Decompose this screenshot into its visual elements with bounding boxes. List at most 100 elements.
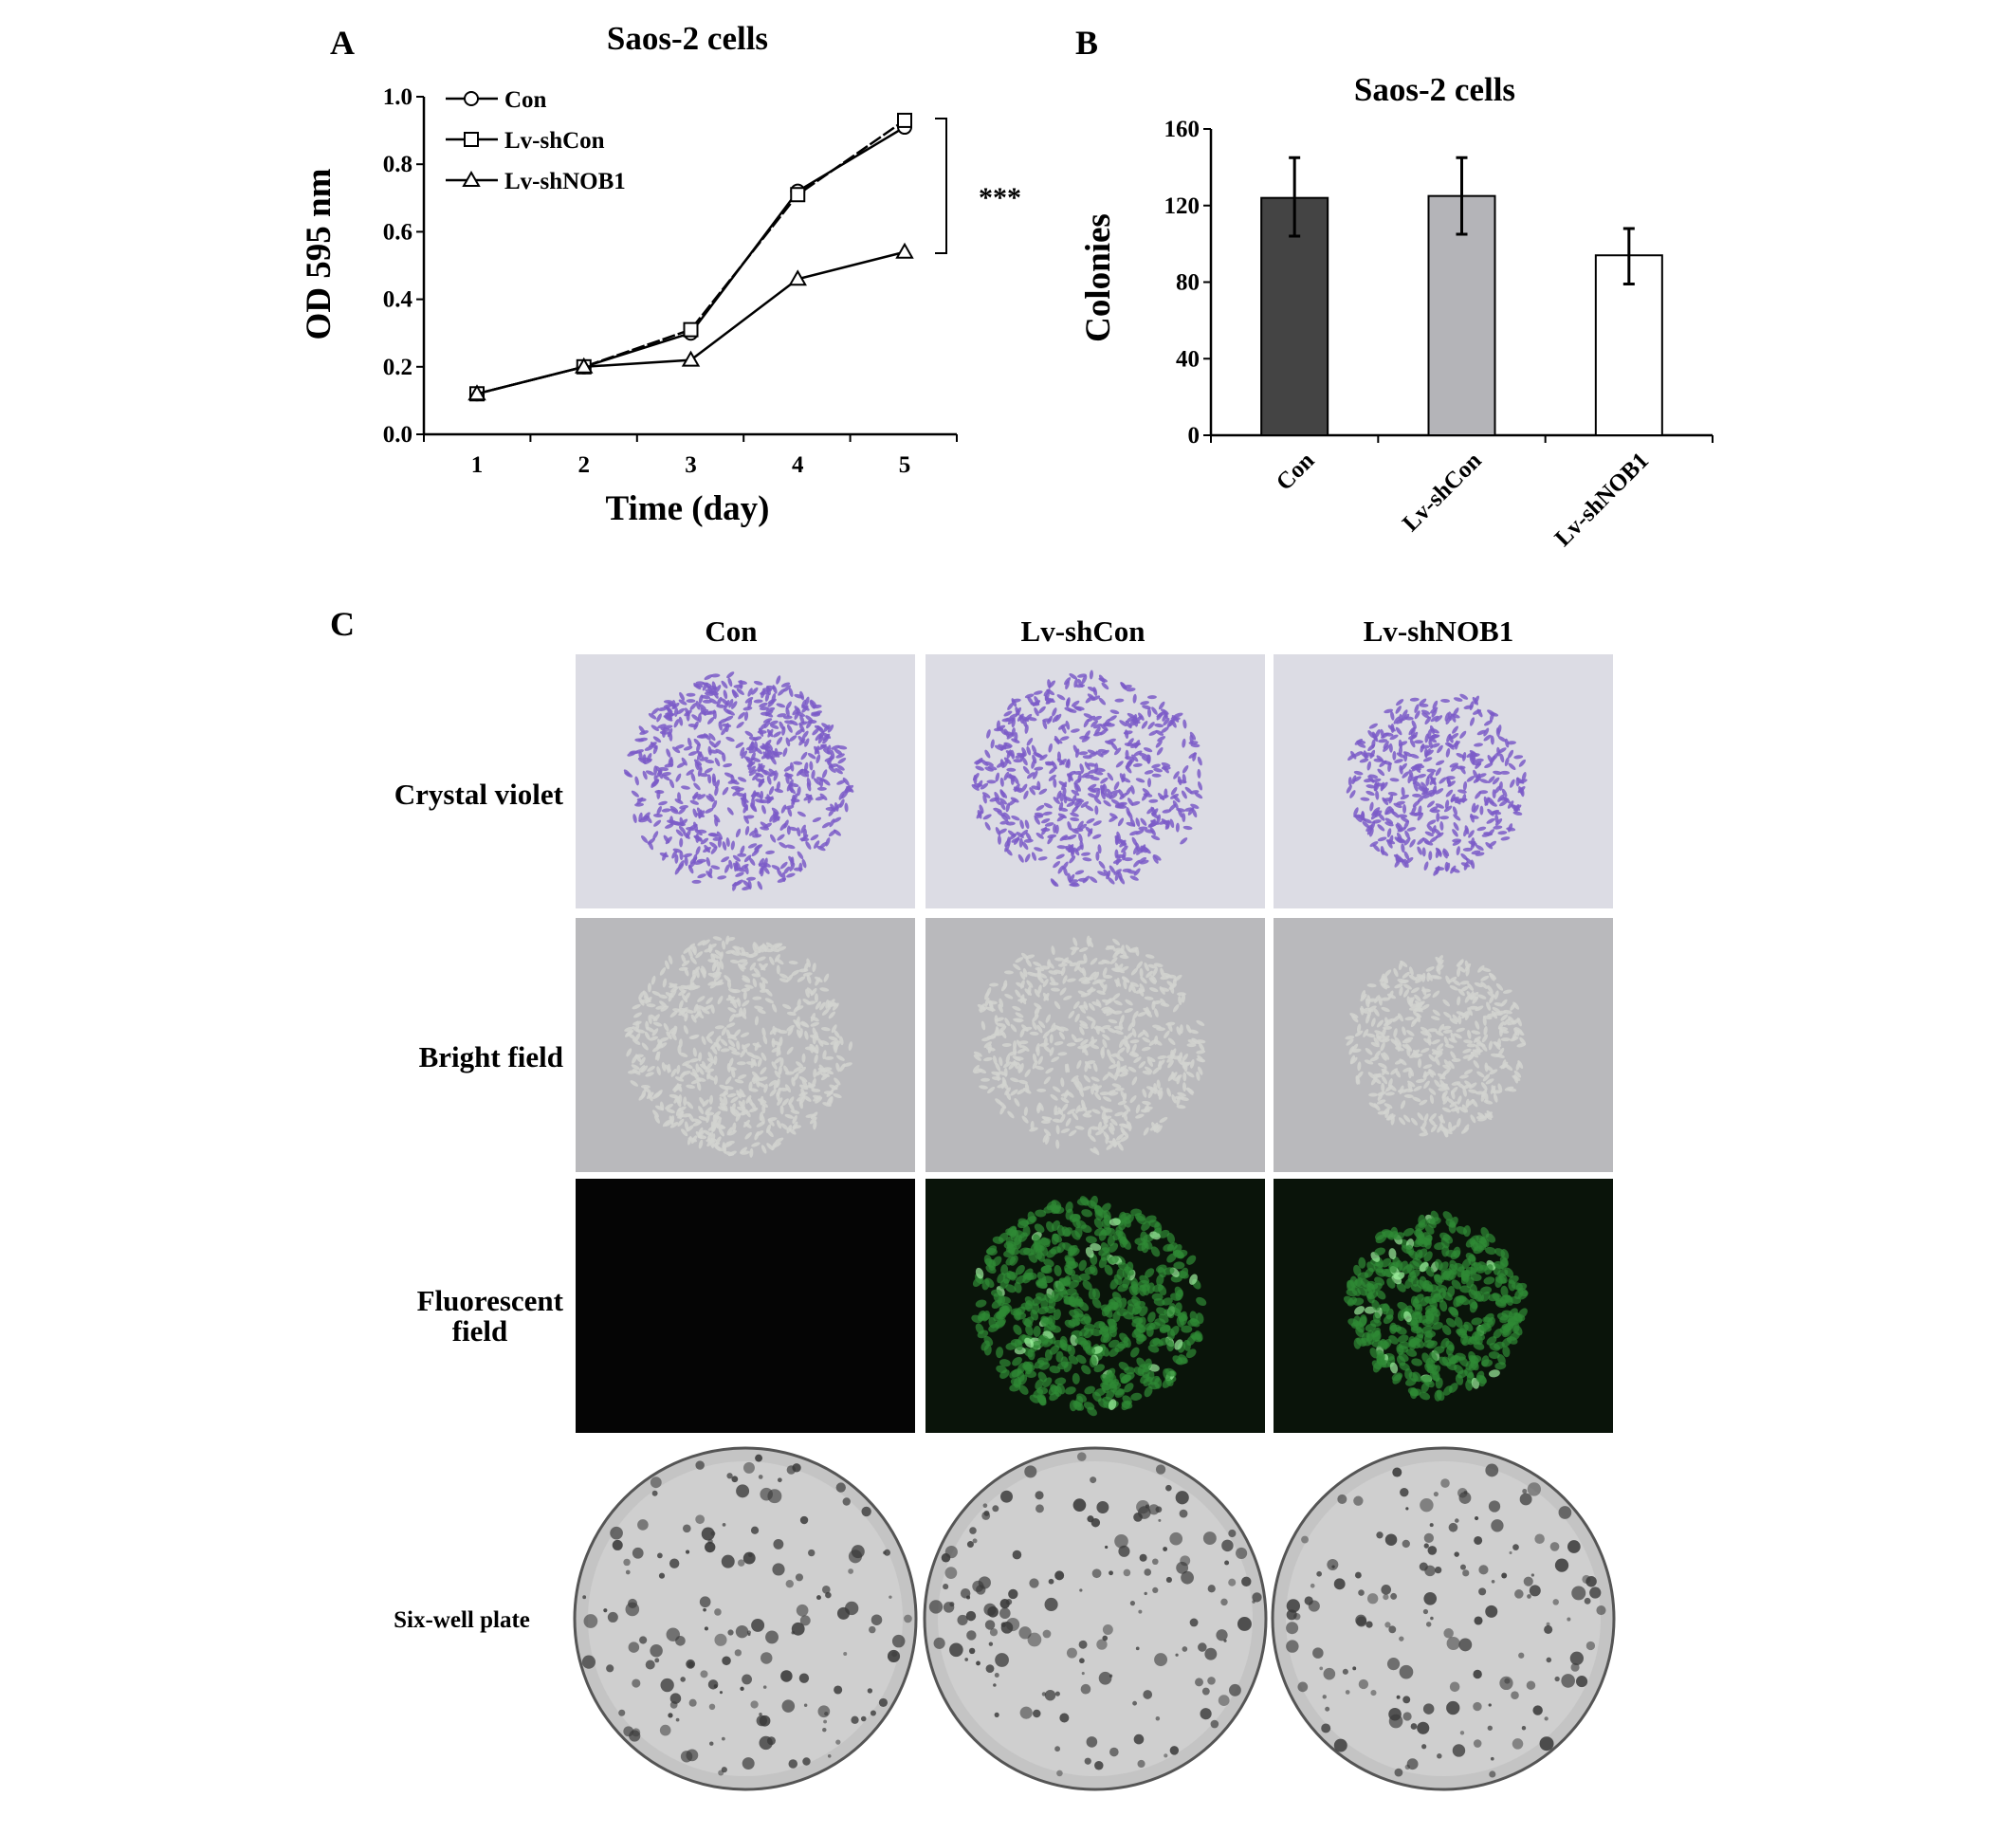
cell: [1459, 981, 1470, 985]
cell: [1024, 819, 1030, 830]
cell: [1383, 978, 1388, 987]
cell: [1040, 1264, 1053, 1274]
cell: [714, 685, 722, 693]
cell: [1156, 1274, 1164, 1286]
cell: [688, 1113, 694, 1123]
bar-lv-shcon: [1427, 194, 1496, 436]
cell: [1183, 1062, 1188, 1073]
cell: [642, 770, 648, 780]
cell: [693, 1003, 699, 1014]
cell: [641, 1042, 649, 1051]
cell: [984, 766, 994, 772]
cell: [1489, 712, 1499, 717]
cell: [1045, 1067, 1054, 1074]
cell: [1129, 981, 1140, 987]
cell: [993, 807, 1002, 813]
cell: [844, 802, 849, 813]
cell: [735, 828, 742, 838]
cell: [810, 1016, 819, 1022]
cell: [659, 1036, 669, 1042]
colony: [755, 1454, 763, 1462]
cell: [695, 1063, 700, 1073]
cell: [1478, 1237, 1488, 1248]
cell: [724, 715, 734, 722]
colony: [1424, 1565, 1436, 1577]
cell: [1163, 1267, 1175, 1275]
cell: [1422, 993, 1432, 1000]
cell: [1412, 1096, 1421, 1103]
colony: [1546, 1657, 1552, 1663]
colony: [1181, 1570, 1194, 1585]
cell: [722, 786, 729, 796]
cell: [991, 1076, 1001, 1081]
cell: [1107, 772, 1114, 781]
colony: [1527, 1594, 1531, 1599]
cell: [710, 865, 721, 870]
cell: [1359, 758, 1369, 763]
cell: [1139, 967, 1144, 978]
cell: [796, 1095, 805, 1102]
colony: [1163, 1547, 1168, 1551]
cell: [1407, 774, 1412, 784]
cell: [1038, 1394, 1047, 1406]
cell: [743, 801, 749, 811]
colony: [637, 1519, 649, 1531]
cell: [1056, 694, 1066, 701]
cell: [1449, 1125, 1457, 1132]
cell: [1388, 743, 1393, 753]
cell: [761, 1052, 767, 1061]
colony: [1310, 1583, 1315, 1588]
cell: [1059, 1113, 1066, 1123]
cell: [1060, 1128, 1071, 1133]
cell: [1451, 1081, 1461, 1086]
cell: [678, 1052, 688, 1057]
colony: [1569, 1651, 1584, 1665]
cell: [1448, 711, 1453, 722]
cell: [1497, 794, 1505, 802]
data-point: [467, 384, 486, 401]
cell: [1114, 1111, 1124, 1117]
cell: [1411, 1311, 1423, 1320]
cell: [1119, 793, 1127, 800]
cell: [1485, 1078, 1494, 1085]
cell: [1196, 1296, 1207, 1307]
cell: [1045, 761, 1055, 766]
cell: [1403, 851, 1410, 860]
cell: [1432, 990, 1440, 999]
cell: [788, 786, 797, 795]
colony: [904, 1614, 912, 1623]
cell: [1125, 749, 1129, 760]
cell: [1492, 1090, 1502, 1094]
colony: [791, 1630, 796, 1635]
cell: [807, 753, 816, 760]
cell: [1019, 994, 1025, 1004]
cell: [792, 1125, 802, 1129]
cell: [1060, 1077, 1065, 1088]
cell: [1157, 1055, 1167, 1060]
cell: [1422, 1071, 1427, 1081]
cell: [1110, 1053, 1121, 1057]
cell: [1185, 1071, 1195, 1078]
cell: [1143, 1127, 1149, 1136]
cell: [707, 981, 717, 986]
cell: [803, 1095, 812, 1102]
colony: [851, 1715, 859, 1724]
cell: [1477, 773, 1487, 779]
cell: [1022, 1088, 1032, 1094]
colony: [1152, 1558, 1159, 1566]
cell: [1449, 1018, 1458, 1024]
cell: [806, 777, 812, 787]
cell: [1422, 757, 1433, 762]
cell: [759, 723, 766, 731]
cell: [681, 785, 690, 790]
cell: [727, 1129, 737, 1136]
cell: [726, 1092, 737, 1098]
cell: [711, 1046, 718, 1055]
cell: [1471, 850, 1481, 855]
cell: [999, 1308, 1007, 1320]
cell: [1127, 759, 1135, 766]
colony: [708, 1703, 716, 1711]
cell: [1388, 1248, 1397, 1260]
cell: [784, 772, 793, 780]
cell: [1019, 1062, 1024, 1073]
